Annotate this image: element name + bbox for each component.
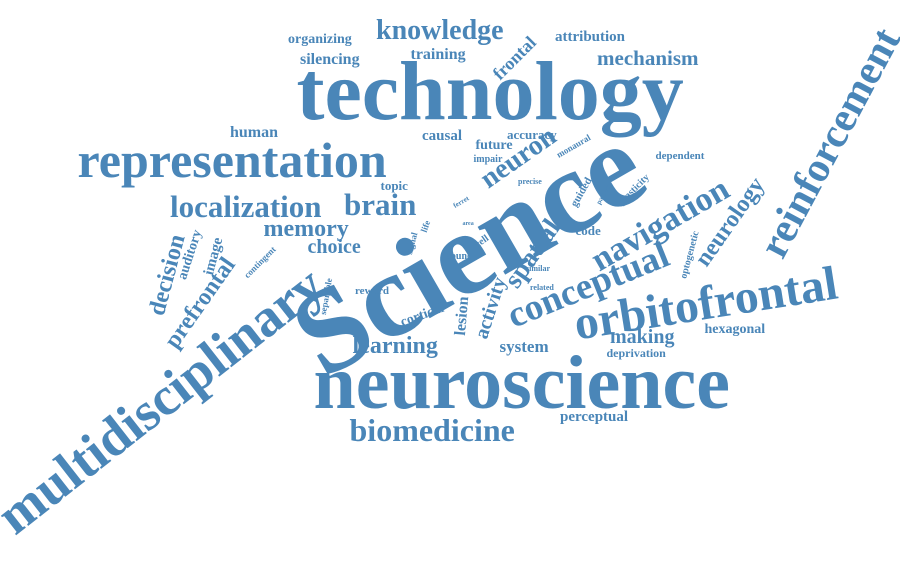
word-organizing: organizing bbox=[288, 32, 352, 47]
word-code: code bbox=[575, 222, 601, 238]
word-system: system bbox=[499, 336, 549, 356]
word-similar: similar bbox=[526, 264, 550, 273]
word-reward: reward bbox=[355, 284, 390, 297]
word-training: training bbox=[410, 46, 466, 63]
word-learning: learning bbox=[352, 333, 438, 359]
word-lesion: lesion bbox=[451, 295, 472, 337]
word-related: related bbox=[530, 283, 554, 292]
word-memory: memory bbox=[263, 216, 349, 242]
word-impair: impair bbox=[473, 154, 503, 165]
word-localization: localization bbox=[170, 188, 322, 224]
word-perceptual: perceptual bbox=[560, 408, 629, 425]
word-technology: technology bbox=[296, 45, 684, 138]
word-choice: choice bbox=[307, 236, 361, 258]
word-reinforcement: reinforcement bbox=[750, 20, 900, 266]
word-neuroscience: neuroscience bbox=[313, 341, 731, 425]
word-attribution: attribution bbox=[555, 28, 626, 45]
word-making: making bbox=[610, 326, 675, 348]
word-area: area bbox=[462, 221, 474, 227]
word-brain: brain bbox=[344, 186, 417, 222]
word-mechanism: mechanism bbox=[597, 45, 699, 70]
word-biomedicine: biomedicine bbox=[349, 412, 515, 448]
word-human: human bbox=[230, 124, 279, 141]
word-representation: representation bbox=[77, 132, 387, 188]
word-deprivation: deprivation bbox=[606, 346, 666, 360]
word-future: future bbox=[475, 138, 513, 153]
word-silencing: silencing bbox=[300, 51, 360, 68]
word-accuracy: accuracy bbox=[507, 126, 557, 142]
word-dependent: dependent bbox=[655, 149, 705, 162]
word-knowledge: knowledge bbox=[376, 15, 504, 46]
word-precise: precise bbox=[518, 177, 542, 186]
word-sound: sound bbox=[447, 251, 473, 262]
word-topic: topic bbox=[380, 177, 408, 193]
word-causal: causal bbox=[422, 127, 463, 144]
word-hexagonal: hexagonal bbox=[704, 322, 766, 337]
